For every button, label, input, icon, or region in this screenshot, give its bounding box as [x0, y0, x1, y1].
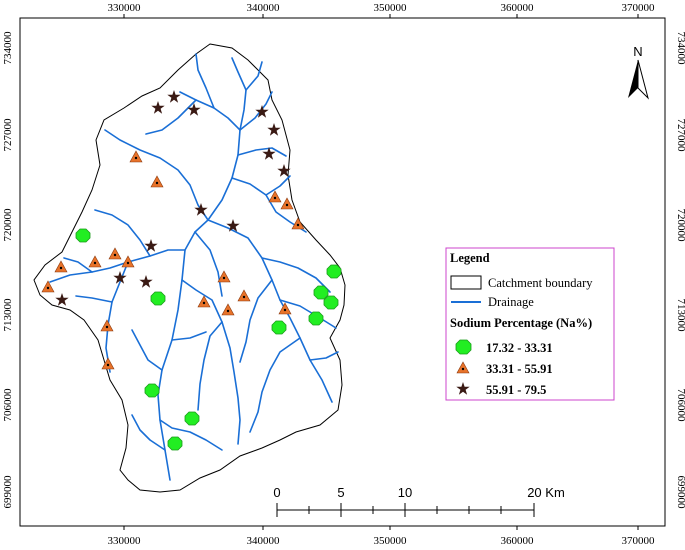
sample-point-low — [271, 320, 287, 335]
scale-label-10: 10 — [398, 485, 412, 500]
y-tick-left-3: 720000 — [2, 208, 14, 242]
x-tick-top-3: 350000 — [374, 2, 408, 14]
bottom-ticks — [123, 526, 639, 530]
sample-point-mid — [291, 217, 305, 230]
y-tick-left-4: 713000 — [2, 298, 14, 332]
sample-point-low — [144, 383, 160, 398]
legend-triangle-dot — [461, 367, 465, 371]
sample-point-mid — [217, 270, 231, 283]
sample-point-high — [255, 105, 269, 118]
x-tick-top-5: 370000 — [622, 2, 656, 14]
north-label: N — [633, 44, 642, 59]
sample-point-high — [226, 219, 240, 232]
sample-point-high — [277, 164, 291, 177]
sample-point-mid — [88, 255, 102, 268]
legend-classes-title: Sodium Percentage (Na%) — [450, 316, 592, 330]
sample-point-low — [323, 295, 339, 310]
sample-point-mid — [101, 357, 115, 370]
sample-point-high — [113, 271, 127, 284]
sample-point-high — [144, 239, 158, 252]
sample-point-mid — [54, 260, 68, 273]
sample-point-low — [75, 228, 91, 243]
legend-class-3-label: 55.91 - 79.5 — [486, 383, 546, 397]
legend-triangle-icon — [456, 361, 470, 374]
map-frame — [19, 17, 666, 527]
sample-point-mid — [41, 280, 55, 293]
y-tick-left-5: 706000 — [2, 388, 14, 422]
sample-points-high — [55, 90, 291, 306]
legend-class-1-label: 17.32 - 33.31 — [486, 341, 553, 355]
y-tick-right-2: 727000 — [675, 119, 685, 153]
legend-box — [445, 247, 615, 401]
y-tick-right-1: 734000 — [675, 32, 685, 66]
sample-point-mid — [278, 302, 292, 315]
y-tick-right-5: 706000 — [675, 389, 685, 423]
sample-point-mid — [129, 150, 143, 163]
legend-drainage-label: Drainage — [488, 295, 534, 309]
sample-point-mid — [197, 295, 211, 308]
sample-point-low — [167, 436, 183, 451]
sample-point-mid — [268, 190, 282, 203]
sample-point-high — [55, 293, 69, 306]
legend: Legend Catchment boundary Drainage Sodiu… — [445, 247, 615, 401]
legend-title: Legend — [450, 251, 490, 265]
sample-point-high — [194, 203, 208, 216]
sample-point-mid — [237, 289, 251, 302]
x-tick-top-1: 330000 — [108, 2, 142, 14]
legend-boundary-swatch — [450, 275, 482, 290]
x-tick-bottom-4: 360000 — [501, 535, 535, 547]
scale-label-0: 0 — [273, 485, 280, 500]
x-tick-top-4: 360000 — [501, 2, 535, 14]
y-tick-right-3: 720000 — [675, 209, 685, 243]
sample-point-mid — [100, 319, 114, 332]
scale-label-20: 20 Km — [527, 485, 565, 500]
top-ticks — [123, 14, 639, 18]
north-arrow: N — [628, 44, 649, 100]
sample-point-low — [150, 291, 166, 306]
sample-point-mid — [280, 197, 294, 210]
legend-boundary-label: Catchment boundary — [488, 276, 593, 290]
y-tick-left-1: 734000 — [2, 31, 14, 65]
x-tick-bottom-2: 340000 — [247, 535, 281, 547]
sample-point-mid — [150, 175, 164, 188]
legend-octagon-icon — [455, 339, 472, 355]
scale-label-5: 5 — [337, 485, 344, 500]
x-tick-bottom-1: 330000 — [108, 535, 142, 547]
y-tick-left-6: 699000 — [2, 475, 14, 509]
sample-point-low — [308, 311, 324, 326]
sample-point-high — [187, 103, 201, 116]
y-tick-left-2: 727000 — [2, 118, 14, 152]
y-tick-right-6: 699000 — [675, 476, 685, 510]
legend-class-2-label: 33.31 - 55.91 — [486, 362, 553, 376]
sample-point-high — [262, 147, 276, 160]
sample-point-mid — [121, 255, 135, 268]
legend-star-icon — [456, 382, 470, 395]
sample-points-low — [75, 228, 342, 451]
sample-point-low — [184, 411, 200, 426]
x-tick-bottom-3: 350000 — [374, 535, 408, 547]
x-tick-top-2: 340000 — [247, 2, 281, 14]
sample-point-high — [167, 90, 181, 103]
x-tick-bottom-5: 370000 — [622, 535, 656, 547]
scale-bar: 0 5 10 20 Km — [273, 485, 565, 517]
sample-point-high — [267, 123, 281, 136]
drainage-network — [49, 53, 339, 481]
sample-point-mid — [221, 303, 235, 316]
sample-point-mid — [108, 247, 122, 260]
sample-points-mid — [41, 150, 305, 370]
y-tick-right-4: 713000 — [675, 299, 685, 333]
sample-point-high — [151, 101, 165, 114]
sample-point-low — [326, 264, 342, 279]
sample-point-high — [139, 275, 153, 288]
sample-point-low — [313, 285, 329, 300]
